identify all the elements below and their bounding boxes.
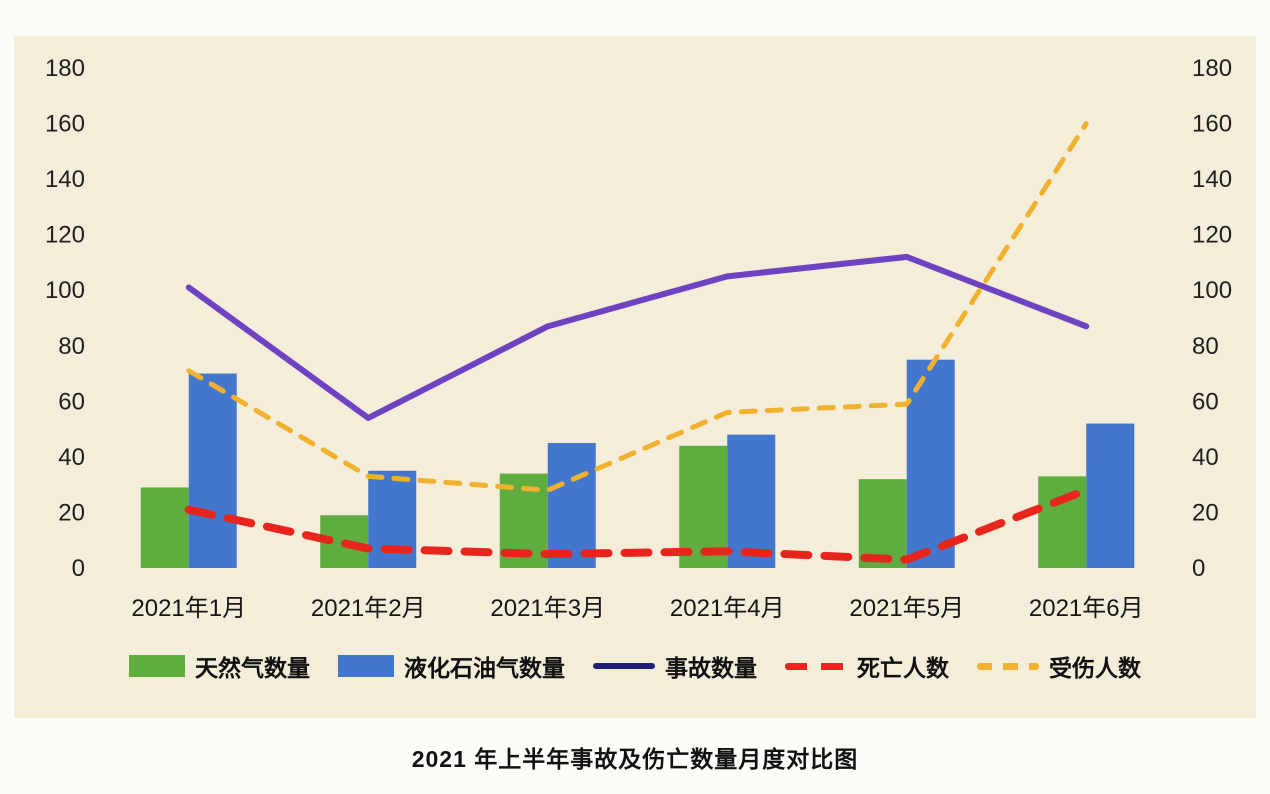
legend-item-injuries: 受伤人数 (977, 649, 1141, 683)
svg-text:0: 0 (72, 555, 85, 582)
legend-item-lpg: 液化石油气数量 (338, 649, 565, 683)
svg-text:2021年5月: 2021年5月 (849, 595, 964, 622)
chart-legend: 天然气数量 液化石油气数量 事故数量 死亡人数 受伤人数 (14, 644, 1256, 688)
legend-label-lpg: 液化石油气数量 (404, 655, 565, 681)
legend-item-natural-gas: 天然气数量 (129, 649, 310, 683)
combo-chart: 0 0 20 20 40 40 60 60 80 80 100 100 120 120 140 140 160 1… (45, 55, 1232, 622)
deaths-dashed-line-swatch (785, 662, 847, 670)
svg-text:100: 100 (1192, 277, 1232, 304)
svg-text:80: 80 (1192, 333, 1219, 360)
legend-label-injuries: 受伤人数 (1049, 655, 1141, 681)
svg-text:20: 20 (1192, 499, 1219, 526)
svg-text:160: 160 (1192, 111, 1232, 138)
injuries-dashed-line-swatch (977, 662, 1039, 670)
natural-gas-bar-swatch (129, 655, 185, 677)
svg-text:180: 180 (1192, 55, 1232, 82)
svg-text:40: 40 (58, 444, 85, 471)
svg-text:100: 100 (45, 277, 85, 304)
legend-label-accidents: 事故数量 (665, 655, 757, 681)
svg-text:2021年1月: 2021年1月 (131, 595, 246, 622)
legend-item-accidents: 事故数量 (593, 649, 757, 683)
legend-label-deaths: 死亡人数 (857, 655, 949, 681)
svg-text:60: 60 (58, 388, 85, 415)
legend-label-natural-gas: 天然气数量 (195, 655, 310, 681)
svg-text:60: 60 (1192, 388, 1219, 415)
svg-text:120: 120 (1192, 222, 1232, 249)
svg-text:2021年6月: 2021年6月 (1029, 595, 1144, 622)
chart-panel: 0 0 20 20 40 40 60 60 80 80 100 100 120 120 140 140 160 1… (14, 36, 1256, 718)
svg-text:40: 40 (1192, 444, 1219, 471)
svg-text:180: 180 (45, 55, 85, 82)
svg-text:160: 160 (45, 111, 85, 138)
svg-text:20: 20 (58, 499, 85, 526)
svg-text:0: 0 (1192, 555, 1205, 582)
legend-item-deaths: 死亡人数 (785, 649, 949, 683)
chart-title: 2021 年上半年事故及伤亡数量月度对比图 (411, 746, 859, 772)
svg-text:140: 140 (45, 166, 85, 193)
svg-text:2021年3月: 2021年3月 (490, 595, 605, 622)
svg-text:2021年4月: 2021年4月 (670, 595, 785, 622)
svg-text:2021年2月: 2021年2月 (311, 595, 426, 622)
svg-text:80: 80 (58, 333, 85, 360)
lpg-bar-swatch (338, 655, 394, 677)
svg-text:140: 140 (1192, 166, 1232, 193)
svg-text:120: 120 (45, 222, 85, 249)
accidents-line-swatch (593, 663, 655, 669)
